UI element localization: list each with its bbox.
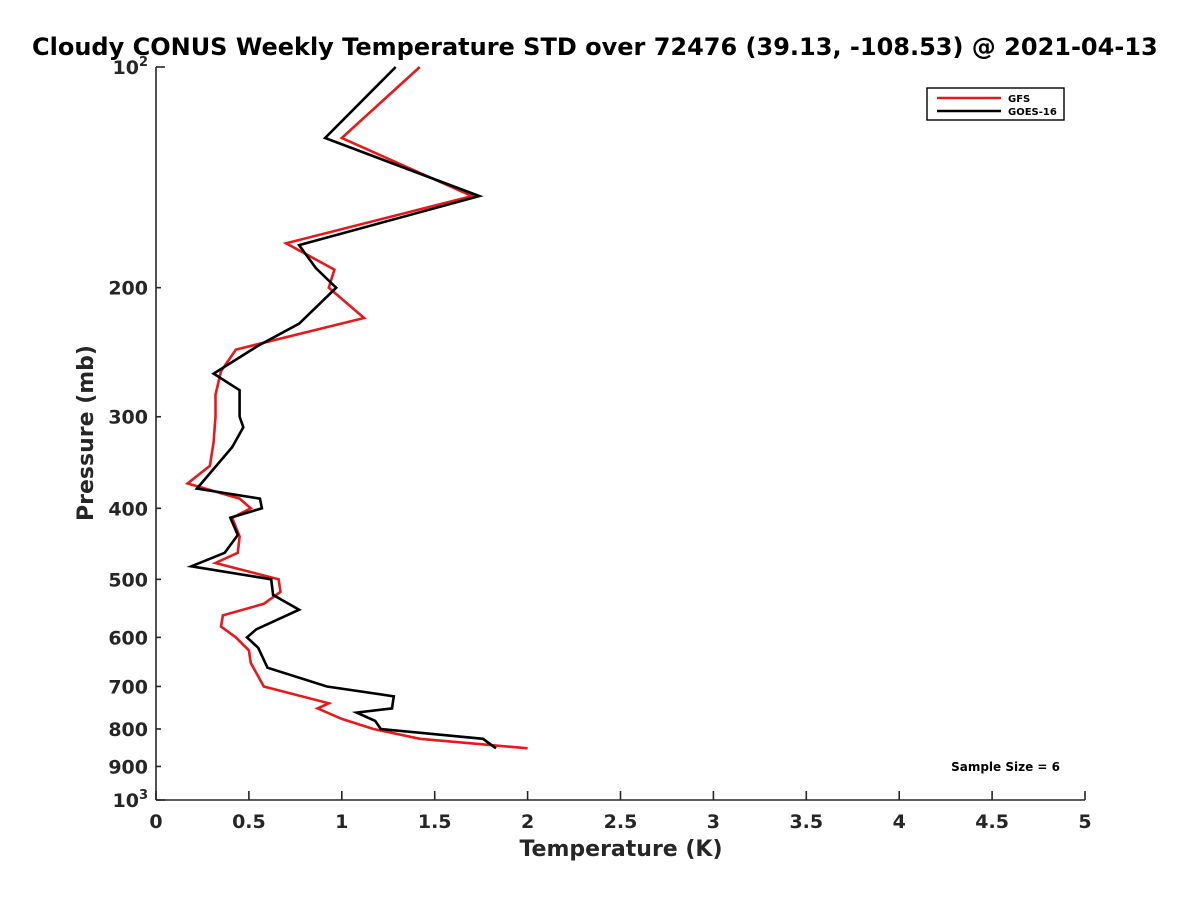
legend-entry: GFS xyxy=(1008,94,1030,105)
y-axis-label: Pressure (mb) xyxy=(74,345,99,521)
x-tick-label: 4.5 xyxy=(975,811,1009,833)
series-line-gfs xyxy=(184,66,528,750)
x-tick-label: 1.5 xyxy=(418,811,452,833)
axes-layer xyxy=(155,67,1085,801)
x-tick-label: 2.5 xyxy=(604,811,638,833)
sample-size-annotation: Sample Size = 6 xyxy=(951,760,1060,774)
series-layer xyxy=(184,66,528,750)
y-tick-label: 200 xyxy=(108,278,148,300)
legend: GFS GOES-16 xyxy=(926,87,1065,121)
y-tick-label: 700 xyxy=(108,676,148,698)
tick-layer: 0 0.5 1 1.5 2 2.5 3 3.5 4 4.5 5 102 200 300 400 500 600 7… xyxy=(108,55,1091,833)
x-tick-label: 3.5 xyxy=(789,811,823,833)
y-tick-label: 300 xyxy=(108,407,148,429)
x-tick-label: 1 xyxy=(335,811,348,833)
y-tick-label: 600 xyxy=(108,627,148,649)
y-tick-label: 400 xyxy=(108,498,148,520)
x-tick-label: 4 xyxy=(893,811,906,833)
y-tick-label: 800 xyxy=(108,719,148,741)
y-tick-label: 103 xyxy=(113,788,149,812)
chart-title: Cloudy CONUS Weekly Temperature STD over… xyxy=(32,33,1158,61)
x-tick-label: 3 xyxy=(707,811,720,833)
y-tick-label: 500 xyxy=(108,569,148,591)
y-tick-label: 900 xyxy=(108,756,148,778)
x-tick-label: 5 xyxy=(1078,811,1091,833)
legend-entry: GOES-16 xyxy=(1008,107,1057,118)
x-tick-label: 2 xyxy=(521,811,534,833)
x-tick-label: 0.5 xyxy=(232,811,266,833)
series-line-goes-16 xyxy=(186,66,497,750)
x-axis-label: Temperature (K) xyxy=(519,837,722,862)
x-tick-label: 0 xyxy=(149,811,162,833)
legend-box xyxy=(926,87,1065,121)
y-tick-label: 102 xyxy=(113,55,149,79)
